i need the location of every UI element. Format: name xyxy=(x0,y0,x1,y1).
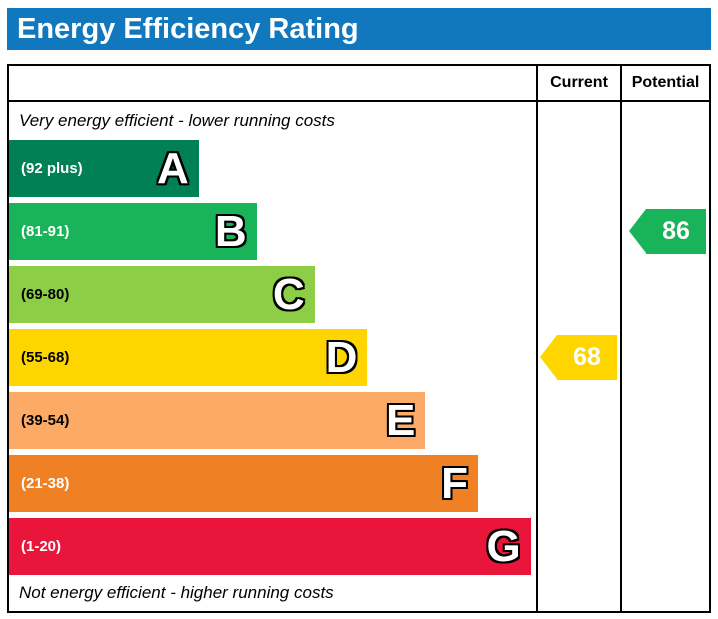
marker-arrow-point xyxy=(629,209,646,253)
band-bar-f: (21-38) F xyxy=(9,455,479,512)
potential-rating-marker: 86 xyxy=(629,209,706,254)
band-range-label: (1-20) xyxy=(21,538,62,555)
bands: (92 plus) A (81-91) B (69-80) C (55-68) D (39-54… xyxy=(9,140,536,575)
band-letter: D xyxy=(325,332,358,382)
band-range-label: (69-80) xyxy=(21,286,70,303)
current-column: 68 xyxy=(536,102,620,611)
band-range-label: (21-38) xyxy=(21,475,70,492)
band-row-a: (92 plus) A xyxy=(9,140,536,197)
potential-column: 86 xyxy=(620,102,709,611)
current-rating-marker: 68 xyxy=(540,335,617,380)
bands-area: Very energy efficient - lower running co… xyxy=(9,102,536,611)
band-bar-e: (39-54) E xyxy=(9,392,426,449)
band-letter: E xyxy=(385,395,416,445)
band-row-e: (39-54) E xyxy=(9,392,536,449)
band-bar-c: (69-80) C xyxy=(9,266,315,323)
marker-value: 68 xyxy=(573,343,601,371)
marker-value: 86 xyxy=(662,217,690,245)
band-letter: G xyxy=(486,521,521,571)
band-letter: A xyxy=(156,143,189,193)
band-row-g: (1-20) G xyxy=(9,518,536,575)
band-range-label: (92 plus) xyxy=(21,160,83,177)
band-range-label: (39-54) xyxy=(21,412,70,429)
page-title: Energy Efficiency Rating xyxy=(7,8,711,50)
band-row-c: (69-80) C xyxy=(9,266,536,323)
energy-efficiency-chart: Current Potential Very energy efficient … xyxy=(7,64,711,613)
band-row-b: (81-91) B xyxy=(9,203,536,260)
header-spacer xyxy=(9,66,536,102)
column-header-current: Current xyxy=(536,66,620,102)
band-letter: F xyxy=(441,458,469,508)
bottom-note: Not energy efficient - higher running co… xyxy=(19,583,334,602)
top-note: Very energy efficient - lower running co… xyxy=(19,111,335,130)
band-range-label: (55-68) xyxy=(21,349,70,366)
marker-arrow-point xyxy=(540,335,557,379)
band-letter: C xyxy=(272,269,305,319)
band-range-label: (81-91) xyxy=(21,223,70,240)
band-row-d: (55-68) D xyxy=(9,329,536,386)
band-bar-g: (1-20) G xyxy=(9,518,531,575)
band-bar-b: (81-91) B xyxy=(9,203,257,260)
band-letter: B xyxy=(214,206,247,256)
band-bar-d: (55-68) D xyxy=(9,329,368,386)
column-header-potential: Potential xyxy=(620,66,709,102)
band-bar-a: (92 plus) A xyxy=(9,140,199,197)
band-row-f: (21-38) F xyxy=(9,455,536,512)
